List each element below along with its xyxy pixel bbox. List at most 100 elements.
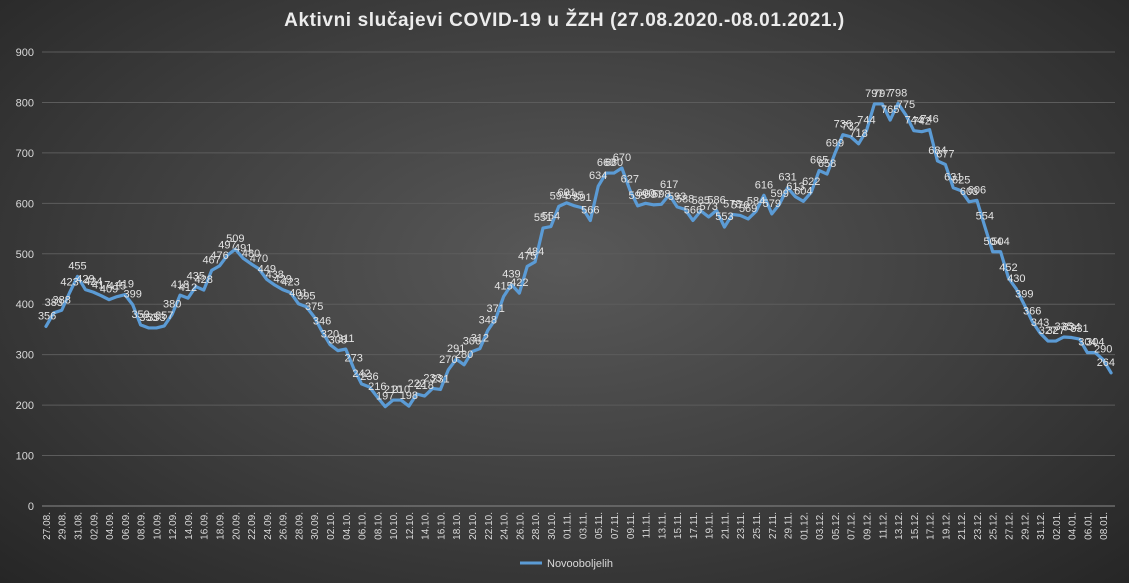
data-label: 484: [526, 246, 544, 258]
data-label: 631: [778, 172, 796, 184]
data-label: 334: [1062, 322, 1080, 334]
x-tick-label: 07.12.: [847, 512, 858, 540]
x-tick-label: 24.10.: [500, 512, 511, 540]
x-tick-label: 30.09.: [310, 512, 321, 540]
data-label: 627: [621, 174, 639, 186]
x-tick-label: 23.12.: [973, 512, 984, 540]
data-label: 718: [849, 128, 867, 140]
data-label: 631: [944, 172, 962, 184]
data-label: 578: [723, 198, 741, 210]
data-label: 210: [392, 384, 410, 396]
data-label: 665: [810, 155, 828, 167]
data-label: 218: [415, 380, 433, 392]
x-tick-label: 29.12.: [1020, 512, 1031, 540]
x-tick-label: 08.01.: [1099, 512, 1110, 540]
y-tick-label: 800: [16, 97, 34, 109]
x-tick-label: 27.11.: [768, 512, 779, 539]
data-label: 658: [818, 158, 836, 170]
gridlines: [42, 51, 1115, 507]
x-tick-label: 11.11.: [642, 512, 653, 538]
x-tick-label: 25.12.: [989, 512, 1000, 540]
x-tick-label: 31.12.: [1036, 512, 1047, 540]
x-tick-label: 12.10.: [405, 512, 416, 540]
x-tick-label: 07.11.: [610, 512, 621, 539]
x-tick-label: 19.12.: [941, 512, 952, 540]
x-tick-label: 03.11.: [578, 512, 589, 539]
x-tick-label: 30.10.: [547, 512, 558, 540]
data-label: 595: [565, 190, 583, 202]
x-tick-label: 04.01.: [1068, 512, 1079, 540]
data-label: 388: [53, 294, 71, 306]
x-tick-label: 05.11.: [594, 512, 605, 539]
data-label: 264: [1097, 357, 1115, 369]
x-tick-label: 21.12.: [957, 512, 968, 540]
x-tick-label: 26.10.: [515, 512, 526, 540]
data-label: 588: [676, 193, 694, 205]
data-label: 353: [147, 312, 165, 324]
data-label: 551: [534, 212, 552, 224]
x-tick-label: 31.08.: [74, 512, 85, 540]
x-tick-label: 25.11.: [752, 512, 763, 539]
data-label: 343: [1031, 317, 1049, 329]
x-tick-label: 13.12.: [894, 512, 905, 540]
data-label: 439: [502, 269, 520, 281]
data-label: 438: [266, 269, 284, 281]
data-label: 348: [479, 314, 497, 326]
x-tick-label: 29.11.: [784, 512, 795, 539]
x-tick-label: 01.11.: [563, 512, 574, 539]
data-label: 736: [834, 119, 852, 131]
x-tick-label: 02.10.: [326, 512, 337, 540]
data-label: 622: [802, 176, 820, 188]
data-label: 597: [644, 189, 662, 201]
data-label: 797: [873, 88, 891, 100]
data-label: 308: [329, 335, 347, 347]
data-label: 491: [234, 242, 252, 254]
x-tick-label: 09.11.: [626, 512, 637, 539]
x-tick-label: 26.09.: [279, 512, 290, 540]
data-label: 554: [542, 211, 560, 223]
data-label: 594: [550, 190, 568, 202]
x-tick-label: 24.09.: [263, 512, 274, 540]
x-tick-label: 08.09.: [137, 512, 148, 540]
x-tick-label: 23.11.: [736, 512, 747, 539]
data-label: 634: [589, 170, 607, 182]
y-tick-label: 500: [16, 249, 34, 261]
data-label: 231: [431, 373, 449, 385]
legend: Novooboljelih: [520, 558, 613, 570]
x-tick-label: 15.12.: [910, 512, 921, 540]
data-label: 616: [755, 179, 773, 191]
x-tick-label: 20.10.: [468, 512, 479, 540]
data-label: 497: [218, 239, 236, 251]
series-line-layer: [44, 101, 1113, 409]
data-label: 222: [408, 378, 426, 390]
data-label: 553: [715, 211, 733, 223]
data-label: 401: [289, 288, 307, 300]
x-tick-label: 13.11.: [657, 512, 668, 539]
x-tick-label: 04.09.: [105, 512, 116, 540]
data-label: 775: [897, 99, 915, 111]
data-label: 435: [187, 271, 205, 283]
y-tick-label: 300: [16, 350, 34, 362]
data-label: 270: [439, 354, 457, 366]
data-label: 312: [471, 333, 489, 345]
data-label: 399: [124, 289, 142, 301]
data-label: 579: [763, 198, 781, 210]
y-tick-label: 400: [16, 299, 34, 311]
data-label: 504: [991, 236, 1009, 248]
y-tick-label: 0: [28, 501, 34, 513]
data-label: 331: [1070, 323, 1088, 335]
x-tick-label: 08.10.: [373, 512, 384, 540]
data-label: 280: [455, 349, 473, 361]
data-labels: 3563833884234554294244174094154193993593…: [38, 87, 1115, 402]
data-label: 383: [45, 297, 63, 309]
x-tick-label: 02.09.: [89, 512, 100, 540]
series-line-novooboljelih: [44, 101, 1113, 409]
x-tick-label: 06.10.: [358, 512, 369, 540]
data-label: 573: [700, 201, 718, 213]
data-label: 198: [400, 390, 418, 402]
data-label: 595: [628, 190, 646, 202]
data-label: 742: [913, 116, 931, 128]
data-label: 475: [518, 250, 536, 262]
data-label: 327: [1047, 325, 1065, 337]
